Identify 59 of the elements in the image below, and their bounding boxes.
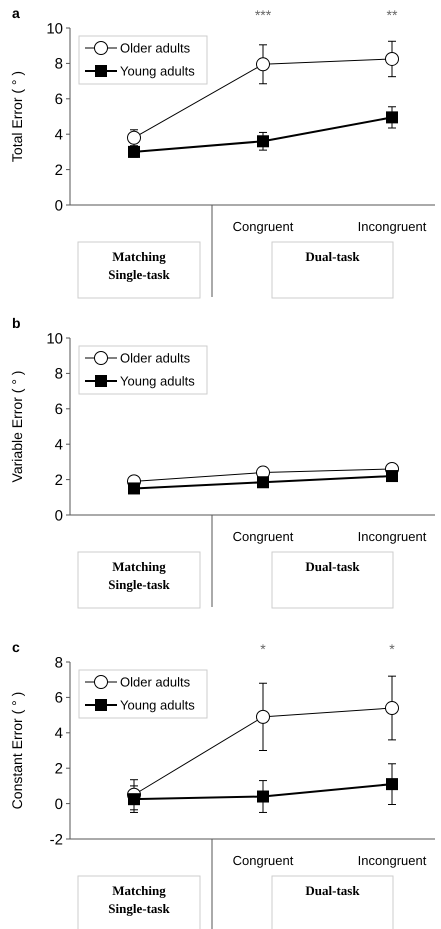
point	[386, 470, 398, 482]
text: *	[389, 641, 396, 657]
point	[257, 790, 269, 803]
legend-label: Older adults	[120, 350, 191, 366]
y-tick-label: 4	[54, 436, 63, 454]
point	[257, 135, 269, 148]
legend-label: Young adults	[120, 64, 196, 79]
text: ***	[254, 7, 272, 23]
x-tick-label: Congruent	[232, 853, 294, 868]
y-tick-label: 6	[54, 91, 63, 108]
x-tick-label: Congruent	[232, 219, 294, 234]
point	[128, 482, 140, 494]
point	[128, 793, 140, 806]
legend-label: Young adults	[120, 374, 196, 389]
chart-title: a	[12, 5, 20, 21]
y-tick-label: 10	[46, 20, 63, 38]
text: **	[386, 7, 398, 23]
x-tick-label: Congruent	[232, 529, 294, 544]
y-tick-label: 0	[54, 507, 63, 524]
chart-title: b	[12, 315, 21, 331]
point	[385, 52, 399, 66]
text: Dual-task	[305, 883, 360, 898]
y-axis-title: Constant Error ( ° )	[9, 692, 25, 810]
y-tick-label: -2	[50, 831, 63, 848]
legend-label: Older adults	[120, 40, 191, 56]
point	[256, 710, 270, 724]
legend-label: Older adults	[120, 674, 191, 690]
y-tick-label: 8	[54, 654, 63, 672]
y-axis-title: Variable Error ( ° )	[9, 370, 25, 482]
point	[127, 130, 141, 145]
y-tick-label: 2	[54, 162, 63, 179]
y-axis-title: Total Error ( ° )	[9, 70, 25, 162]
y-tick-label: 0	[54, 796, 63, 813]
x-tick-label: Incongruent	[358, 853, 427, 868]
text: Matching Single-task	[108, 883, 170, 916]
y-tick-label: 6	[54, 690, 63, 707]
y-tick-label: 2	[54, 472, 63, 489]
y-tick-label: 8	[54, 366, 63, 383]
point	[256, 57, 270, 72]
y-tick-label: 8	[54, 56, 63, 73]
point	[386, 778, 398, 790]
text: Matching Single-task	[108, 559, 170, 592]
y-tick-label: 4	[54, 725, 63, 742]
y-tick-label: 0	[54, 197, 63, 214]
y-tick-label: 2	[54, 760, 63, 778]
text: Matching Single-task	[108, 249, 170, 282]
y-tick-label: 10	[46, 330, 63, 348]
point	[385, 701, 399, 716]
y-tick-label: 4	[54, 126, 63, 144]
x-tick-label: Incongruent	[358, 219, 427, 234]
text: *	[260, 641, 266, 657]
point	[257, 476, 269, 488]
chart-title: c	[12, 639, 20, 655]
y-tick-label: 6	[54, 401, 63, 418]
legend-label: Young adults	[120, 698, 196, 713]
text: Dual-task	[305, 249, 360, 264]
point	[386, 111, 398, 124]
text: Dual-task	[305, 559, 360, 574]
x-tick-label: Incongruent	[358, 529, 427, 544]
